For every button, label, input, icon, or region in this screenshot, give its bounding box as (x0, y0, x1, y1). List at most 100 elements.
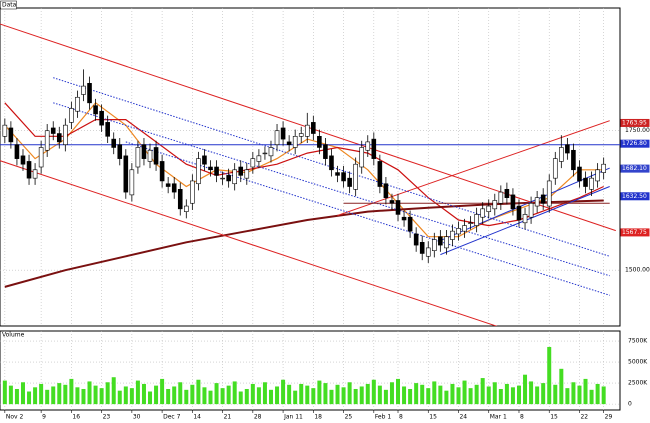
candle-body (184, 205, 189, 212)
volume-bar (299, 383, 304, 405)
volume-bar (226, 385, 231, 405)
volume-bar (305, 385, 310, 405)
volume-bar (81, 388, 86, 405)
volume-title: Volume (2, 332, 25, 339)
price-tag (620, 139, 650, 148)
candle-body (528, 202, 534, 218)
volume-bar (529, 381, 534, 405)
candle-body (63, 124, 68, 145)
candle-body (226, 175, 231, 182)
y-tick-label: 0 (628, 401, 632, 408)
volume-bar (414, 383, 419, 405)
candle-body (75, 96, 80, 112)
volume-bar (595, 383, 600, 405)
volume-bar (123, 386, 128, 405)
volume-bar (14, 388, 19, 405)
volume-bar (190, 384, 195, 405)
candle-body (516, 205, 522, 221)
candle-body (256, 155, 262, 162)
volume-bar (93, 385, 98, 405)
y-tick-label: 1500.00 (625, 267, 650, 274)
volume-bar (432, 381, 437, 405)
volume-bar (541, 383, 546, 405)
x-tick-label: 24 (459, 414, 467, 421)
candle-body (214, 166, 219, 176)
volume-bar (347, 382, 352, 405)
x-tick-label: 18 (314, 414, 322, 421)
volume-bar (87, 381, 92, 405)
candle-body (474, 214, 479, 226)
volume-bar (480, 378, 485, 405)
volume-bar (402, 386, 407, 405)
volume-bar (2, 380, 7, 405)
candle-body (311, 122, 316, 134)
candle-body (377, 161, 383, 187)
candle-body (492, 200, 498, 210)
volume-bar (33, 387, 38, 405)
x-tick-label: 14 (193, 414, 201, 421)
candle-body (552, 158, 558, 179)
volume-bar (383, 389, 388, 405)
x-tick-label: 28 (254, 414, 262, 421)
price-panel (0, 7, 621, 327)
candle-body (444, 236, 449, 249)
candle-body (274, 130, 280, 145)
volume-bar (571, 382, 576, 405)
volume-bar (553, 384, 558, 405)
candle-body (50, 127, 56, 134)
candle-body (419, 242, 425, 254)
candle-body (262, 152, 268, 155)
x-tick-label: 15 (550, 414, 558, 421)
volume-bar (444, 390, 449, 405)
x-tick-label: Mar 1 (490, 414, 507, 421)
volume-bar (462, 380, 467, 405)
price-tag (620, 118, 650, 127)
candle-body (323, 144, 328, 159)
candle-body (486, 205, 492, 212)
candle-body (56, 133, 62, 143)
candle-body (250, 158, 256, 168)
candle-body (44, 130, 50, 151)
candle-body (546, 180, 552, 207)
volume-bar (456, 387, 461, 405)
candle-body (341, 172, 346, 182)
candle-body (26, 161, 32, 179)
volume-bar (250, 383, 255, 405)
candle-body (462, 225, 467, 232)
candle-body (347, 177, 352, 187)
title-box (0, 0, 17, 10)
volume-bar (57, 383, 62, 405)
volume-bar (154, 385, 159, 405)
volume-bar (589, 389, 594, 405)
candle-body (559, 147, 564, 162)
candle-body (371, 138, 377, 159)
volume-bar (160, 378, 165, 405)
overlay-line (337, 120, 610, 216)
volume-bar (281, 379, 286, 405)
candle-body (353, 163, 358, 190)
y-tick-label: 7500K (628, 338, 648, 345)
candle-body (208, 166, 213, 171)
volume-bar (208, 390, 213, 405)
x-tick-label: 21 (224, 414, 232, 421)
candle-body (141, 144, 147, 159)
candle-body (202, 155, 207, 165)
candle-body (268, 147, 274, 157)
candle-body (413, 233, 419, 246)
volume-bar (293, 390, 298, 405)
candle-body (177, 189, 183, 210)
volume-bar (129, 388, 134, 405)
candle-body (595, 169, 600, 182)
price-tag (620, 228, 650, 237)
candle-body (129, 169, 135, 196)
candle-body (147, 149, 153, 162)
candle-body (498, 191, 504, 204)
volume-bar (111, 377, 116, 405)
candle-body (81, 85, 86, 95)
volume-bar (450, 383, 455, 405)
volume-bar (492, 382, 497, 405)
volume-bar (311, 388, 316, 405)
x-tick-label: 8 (399, 414, 403, 421)
volume-bar (420, 384, 425, 405)
candle-body (196, 158, 201, 185)
